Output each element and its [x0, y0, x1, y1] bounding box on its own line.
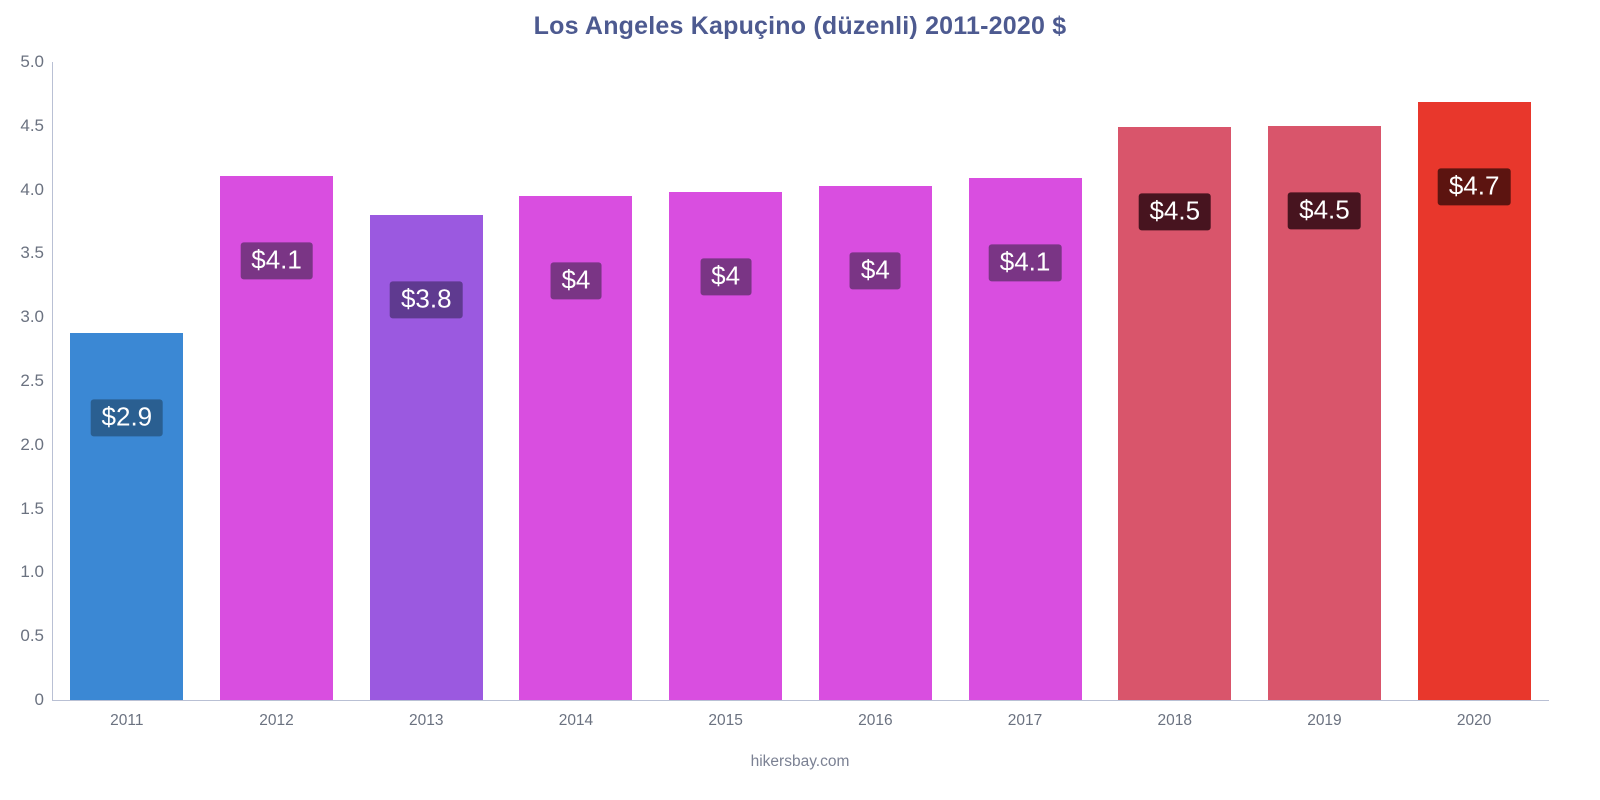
x-axis-tick-label: 2017: [1007, 712, 1043, 729]
bar-value-label: $4.5: [1288, 192, 1361, 230]
bar-value-label: $4: [550, 262, 602, 300]
x-axis-tick-label: 2014: [558, 712, 594, 729]
y-axis-tick-label: 0.5: [20, 626, 44, 646]
x-axis-tick-label: 2012: [259, 712, 294, 729]
y-axis-tick-label: 4.0: [20, 179, 44, 199]
bar-value-label: $2.9: [90, 398, 164, 437]
x-axis-tick-label: 2011: [110, 712, 144, 729]
y-axis-tick-label: 4.5: [20, 115, 44, 135]
bar-value-label: $4.5: [1138, 193, 1212, 231]
source-watermark: hikersbay.com: [750, 753, 850, 770]
bars-layer: $2.9 $4.1 $3.8 $4 $4 $4 $4.1 $4.5 $4.5 $4.7: [52, 62, 1549, 700]
y-axis-tick-label: 0: [34, 690, 44, 709]
x-axis-tick-label: 2018: [1157, 712, 1192, 729]
y-axis-tick-label: 5.0: [20, 52, 44, 71]
bar-value-label: $3.8: [389, 281, 463, 319]
y-axis-tick-label: 3.5: [20, 243, 44, 263]
x-axis-line: [52, 700, 1549, 701]
y-axis-tick-label: 2.5: [20, 371, 44, 390]
y-axis-line: [52, 62, 53, 700]
bar[interactable]: [70, 332, 184, 700]
x-axis-tick-label: 2015: [708, 712, 743, 729]
x-axis-tick-label: 2013: [409, 712, 444, 729]
y-axis-tick-label: 1.5: [20, 498, 44, 518]
y-axis-tick-label: 1.0: [20, 562, 44, 582]
x-axis-tick-label: 2019: [1307, 712, 1342, 729]
y-axis-tick-label: 2.0: [20, 434, 44, 454]
bar-value-label: $4.1: [240, 241, 313, 280]
bar-value-label: $4.7: [1437, 167, 1511, 206]
x-axis-tick-label: 2016: [858, 712, 893, 729]
bar-value-label: $4: [700, 258, 752, 296]
chart-title: Los Angeles Kapuçino (düzenli) 2011-2020…: [533, 12, 1067, 40]
y-axis-tick-label: 3.0: [20, 307, 44, 327]
bar-value-label: $4.1: [988, 244, 1062, 282]
bar-value-label: $4: [849, 252, 901, 290]
x-axis-tick-label: 2020: [1456, 712, 1492, 729]
